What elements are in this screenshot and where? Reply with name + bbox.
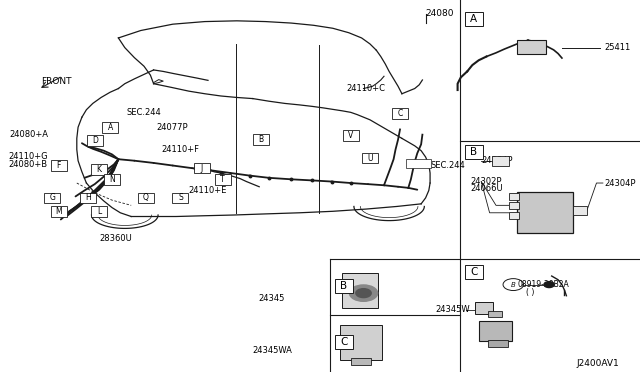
Text: 24077P: 24077P	[157, 123, 188, 132]
Bar	[45, 193, 61, 203]
Bar	[465, 12, 483, 26]
Text: 24066U: 24066U	[470, 185, 503, 193]
Bar	[214, 174, 230, 185]
Text: G: G	[49, 193, 56, 202]
Text: 25411: 25411	[605, 43, 631, 52]
Bar	[193, 163, 210, 173]
Bar	[172, 193, 188, 203]
Bar	[351, 358, 371, 365]
Text: 24345W: 24345W	[436, 305, 470, 314]
Text: 24110+C: 24110+C	[347, 84, 386, 93]
Bar	[465, 265, 483, 279]
Bar	[517, 40, 546, 54]
Text: C: C	[470, 267, 477, 277]
Bar	[509, 212, 519, 219]
Text: 24304P: 24304P	[481, 156, 513, 165]
Bar	[335, 335, 353, 349]
Bar	[488, 311, 502, 317]
Bar	[253, 134, 269, 145]
Text: T: T	[220, 175, 225, 184]
Bar	[138, 193, 154, 203]
Text: C: C	[340, 337, 348, 347]
Text: SEC.244: SEC.244	[430, 161, 465, 170]
Text: A: A	[108, 123, 113, 132]
Text: H: H	[86, 193, 91, 202]
Bar	[475, 302, 493, 314]
Text: FRONT: FRONT	[41, 77, 72, 86]
Text: N: N	[109, 175, 115, 184]
Bar	[91, 164, 107, 174]
Circle shape	[349, 285, 378, 301]
Text: 24080+A: 24080+A	[9, 130, 48, 139]
Bar	[392, 108, 408, 119]
Text: Q: Q	[143, 193, 149, 202]
Text: 24345WA: 24345WA	[252, 346, 292, 355]
Bar	[492, 156, 509, 166]
Bar	[479, 321, 512, 341]
Text: K: K	[97, 165, 102, 174]
Text: 28360U: 28360U	[99, 234, 132, 243]
Text: 24345: 24345	[259, 294, 285, 303]
Bar	[573, 206, 587, 215]
Bar	[342, 273, 378, 308]
Text: ( ): ( )	[526, 288, 534, 296]
Bar	[104, 174, 120, 185]
Text: 08919-30B2A: 08919-30B2A	[517, 280, 569, 289]
Bar	[102, 122, 118, 132]
Text: 24080: 24080	[426, 9, 454, 17]
Text: 24110+G: 24110+G	[8, 153, 48, 161]
Bar	[509, 202, 519, 209]
Text: U: U	[367, 154, 372, 163]
Text: F: F	[57, 161, 61, 170]
Bar	[86, 135, 102, 146]
Text: M: M	[56, 207, 62, 216]
Text: B: B	[470, 147, 477, 157]
Text: J2400AV1: J2400AV1	[577, 359, 620, 368]
Bar	[406, 159, 431, 168]
Bar	[343, 131, 359, 141]
Text: V: V	[348, 131, 353, 140]
Text: SEC.244: SEC.244	[127, 108, 161, 117]
Bar	[509, 193, 519, 200]
Text: L: L	[97, 207, 101, 216]
Circle shape	[544, 282, 554, 288]
Bar	[517, 192, 573, 232]
Text: 24080+B: 24080+B	[9, 160, 48, 169]
Text: 24304P: 24304P	[605, 179, 636, 187]
Text: 24110+E: 24110+E	[189, 186, 227, 195]
Bar	[91, 206, 107, 217]
Text: C: C	[397, 109, 403, 118]
Bar	[340, 325, 382, 360]
Bar	[335, 279, 353, 293]
Bar	[465, 145, 483, 159]
Text: A: A	[470, 15, 477, 24]
Circle shape	[356, 289, 371, 298]
Text: B: B	[259, 135, 264, 144]
Text: 24302P: 24302P	[470, 177, 502, 186]
Text: J: J	[200, 164, 203, 173]
Bar	[51, 160, 67, 171]
Text: D: D	[92, 136, 98, 145]
Text: 24110+F: 24110+F	[161, 145, 199, 154]
Bar	[488, 340, 508, 347]
Bar	[362, 153, 378, 163]
Text: B: B	[340, 281, 348, 291]
Bar	[81, 193, 96, 203]
Text: S: S	[178, 193, 183, 202]
Bar	[51, 206, 67, 217]
Text: B: B	[511, 282, 516, 288]
